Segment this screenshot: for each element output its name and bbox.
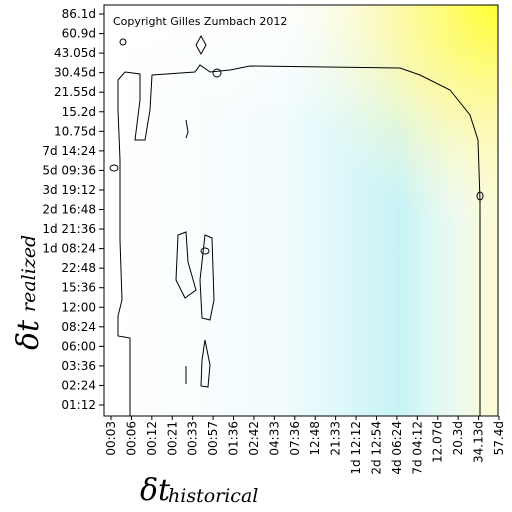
y-tick-label: 5d 09:36 <box>42 163 96 177</box>
x-tick-label: 00:03 <box>104 421 118 456</box>
y-tick-label: 86.1d <box>62 7 96 21</box>
x-tick-label: 20.3d <box>451 421 465 455</box>
y-tick-label: 43.05d <box>54 46 96 60</box>
y-tick-label: 01:12 <box>61 398 96 412</box>
x-tick-label: 07:36 <box>288 421 302 456</box>
x-tick-label: 00:33 <box>186 421 200 456</box>
x-tick-label: 1d 12:12 <box>349 421 363 475</box>
x-tick-label: 00:57 <box>206 421 220 456</box>
y-tick-label: 08:24 <box>61 320 96 334</box>
y-tick-label: 15.2d <box>62 105 96 119</box>
y-tick-label: 3d 19:12 <box>42 183 96 197</box>
plot-area <box>103 4 499 417</box>
y-tick-label: 2d 16:48 <box>42 203 96 217</box>
x-tick-label: 2d 12:54 <box>369 421 383 475</box>
x-tick-label: 4d 06:24 <box>390 421 404 475</box>
x-tick-label: 00:06 <box>124 421 138 456</box>
contour <box>109 34 484 416</box>
y-tick-label: 10.75d <box>54 124 96 138</box>
y-tick-label: 03:36 <box>61 359 96 373</box>
y-tick-label: 21.55d <box>54 85 96 99</box>
y-tick-label: 22:48 <box>61 261 96 275</box>
y-tick-label: 12:00 <box>61 300 96 314</box>
y-tick-label: 06:00 <box>61 339 96 353</box>
x-tick-label: 00:12 <box>145 421 159 456</box>
x-tick-label: 00:21 <box>165 421 179 456</box>
y-axis-label: δt <box>11 319 46 350</box>
y-tick-label: 1d 21:36 <box>42 222 96 236</box>
x-axis-label-sub: historical <box>168 485 258 507</box>
y-tick-label: 60.9d <box>62 27 96 41</box>
y-tick-label: 30.45d <box>54 66 96 80</box>
y-tick-label: 15:36 <box>61 281 96 295</box>
x-tick-label: 57.4d <box>492 421 506 455</box>
x-tick-label: 04:33 <box>267 421 281 456</box>
y-tick-label: 1d 08:24 <box>42 242 96 256</box>
x-tick-label: 12.07d <box>431 421 445 463</box>
y-tick-label: 7d 14:24 <box>42 144 96 158</box>
annotation: Copyright Gilles Zumbach 2012 <box>113 15 287 28</box>
x-tick-label: 21:33 <box>329 421 343 456</box>
x-tick-label: 12:48 <box>308 421 322 456</box>
y-axis-label-sub: realized <box>18 235 40 312</box>
x-tick-label: 01:36 <box>227 421 241 456</box>
y-tick-label: 02:24 <box>61 378 96 392</box>
x-axis-label: δt <box>140 473 171 508</box>
x-tick-label: 7d 04:12 <box>410 421 424 475</box>
x-tick-label: 34.13d <box>472 421 486 463</box>
x-tick-label: 02:42 <box>247 421 261 456</box>
